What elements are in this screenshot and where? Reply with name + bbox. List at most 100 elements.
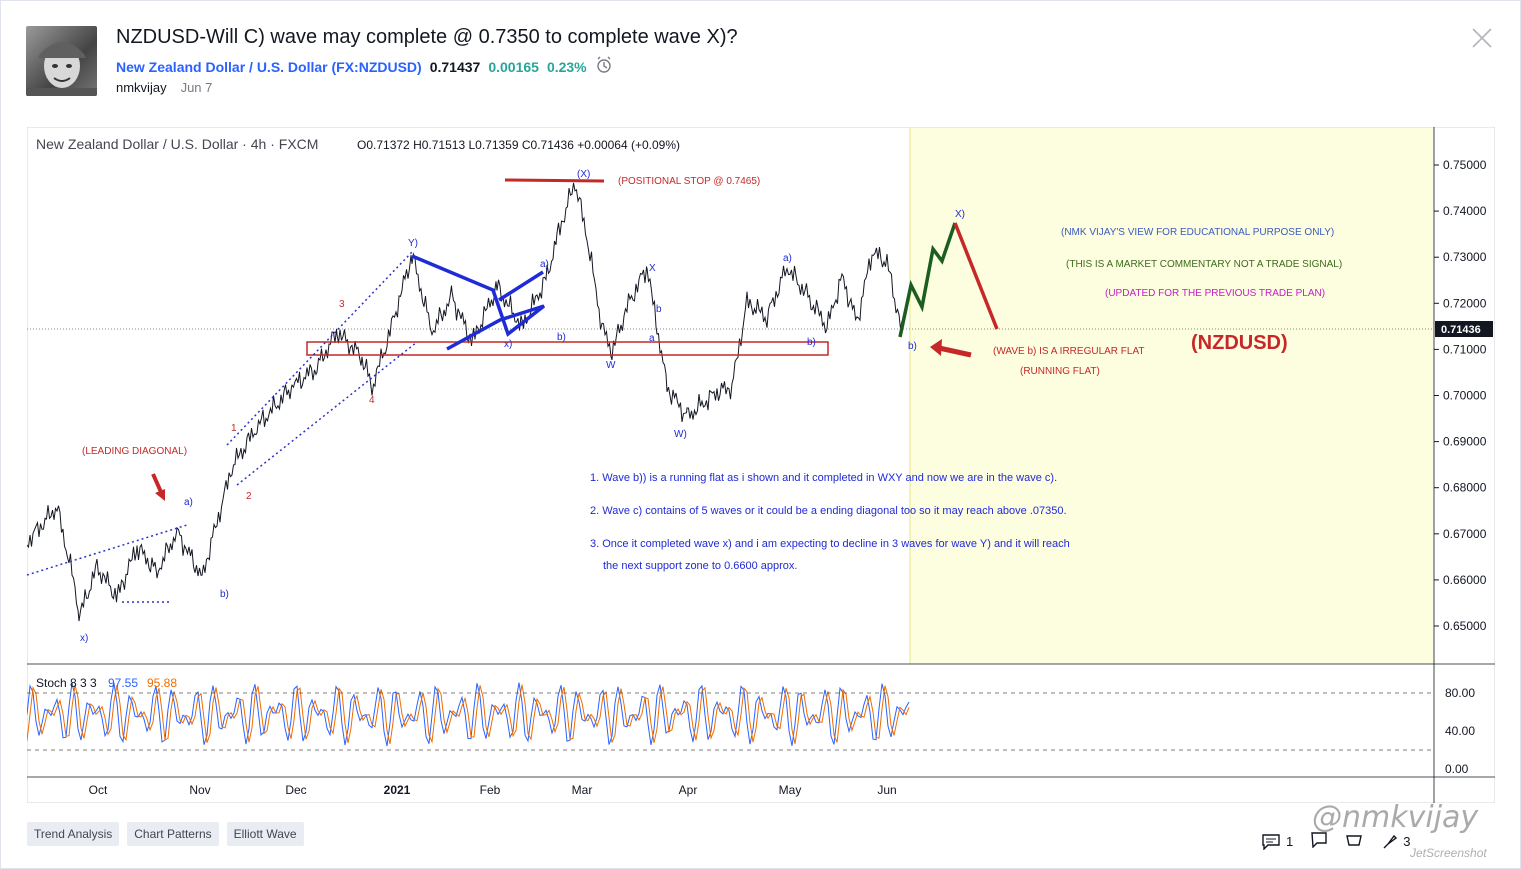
price-tick-label: 0.73000 <box>1443 250 1487 264</box>
screenshot-tool-watermark: JetScreenshot <box>1410 846 1487 860</box>
wave-label: 2 <box>246 491 252 502</box>
stoch-tick-label: 80.00 <box>1445 686 1475 700</box>
annotation-symbol: (NZDUSD) <box>1191 332 1288 354</box>
wave-label: b) <box>557 332 566 343</box>
wave-label: x) <box>80 633 88 644</box>
chart-symbol-title: New Zealand Dollar / U.S. Dollar · 4h · … <box>36 136 318 152</box>
time-tick-label: Feb <box>480 783 501 797</box>
symbol-link[interactable]: New Zealand Dollar / U.S. Dollar (FX:NZD… <box>116 58 422 75</box>
price-tick-label: 0.71000 <box>1443 342 1487 356</box>
share-icon[interactable] <box>1311 832 1327 851</box>
price-chart[interactable]: New Zealand Dollar / U.S. Dollar · 4h · … <box>26 126 1496 804</box>
wave-label: Y) <box>408 238 418 249</box>
wave-label: x) <box>504 339 512 350</box>
wave-label: a <box>649 333 655 344</box>
tag-trend-analysis[interactable]: Trend Analysis <box>27 822 120 846</box>
author-watermark: @nmkvijay <box>1312 800 1479 835</box>
annotation-note-3b: the next support zone to 0.6600 approx. <box>603 560 797 572</box>
wave-label: b) <box>220 589 229 600</box>
price-tick-label: 0.65000 <box>1443 619 1487 633</box>
wave-label: W <box>606 360 616 371</box>
price-tick-label: 0.75000 <box>1443 158 1487 172</box>
time-tick-label: Nov <box>189 783 210 797</box>
time-tick-label: Mar <box>572 783 593 797</box>
wave-label: b <box>656 304 662 315</box>
stoch-k-value: 97.55 <box>108 676 138 690</box>
close-icon[interactable] <box>1470 26 1494 50</box>
annotation-view-3: (UPDATED FOR THE PREVIOUS TRADE PLAN) <box>1105 288 1325 299</box>
leading-diagonal-arrow-head <box>155 489 165 501</box>
wave-label: X) <box>955 209 965 220</box>
stoch-label: Stoch 8 3 3 <box>36 676 97 690</box>
wave-label: a) <box>540 259 549 270</box>
author-avatar[interactable] <box>26 26 97 96</box>
symbol-change: 0.00165 <box>488 58 539 75</box>
triangle-leg[interactable] <box>498 270 544 302</box>
annotation-view-2: (THIS IS A MARKET COMMENTARY NOT A TRADE… <box>1066 259 1342 270</box>
time-tick-label: Apr <box>679 783 698 797</box>
tag-list: Trend Analysis Chart Patterns Elliott Wa… <box>27 822 304 846</box>
annotation-positional-stop: (POSITIONAL STOP @ 0.7465) <box>618 176 760 187</box>
price-tick-label: 0.69000 <box>1443 435 1487 449</box>
wave-b-arrow <box>938 345 972 358</box>
wave-label: a) <box>184 497 193 508</box>
channel-lower-line <box>236 341 418 486</box>
time-tick-label: May <box>779 783 802 797</box>
time-tick-label: 2021 <box>384 783 411 797</box>
annotation-view-1: (NMK VIJAY'S VIEW FOR EDUCATIONAL PURPOS… <box>1061 227 1334 238</box>
annotation-note-3: 3. Once it completed wave x) and i am ex… <box>590 538 1070 550</box>
post-title: NZDUSD-Will C) wave may complete @ 0.735… <box>116 26 738 48</box>
symbol-change-pct: 0.23% <box>546 58 587 75</box>
time-tick-label: Oct <box>89 783 108 797</box>
price-tick-label: 0.68000 <box>1443 481 1487 495</box>
symbol-line: New Zealand Dollar / U.S. Dollar (FX:NZD… <box>116 56 613 77</box>
wave-label: b) <box>807 337 816 348</box>
comment-icon <box>1262 833 1280 850</box>
price-tick-label: 0.67000 <box>1443 527 1487 541</box>
stoch-tick-label: 40.00 <box>1445 724 1475 738</box>
annotation-note-1: 1. Wave b)) is a running flat as i shown… <box>590 472 1057 484</box>
stoch-d-line <box>26 684 910 745</box>
tag-chart-patterns[interactable]: Chart Patterns <box>127 822 219 846</box>
forecast-up-path[interactable] <box>898 222 957 338</box>
comments-counter[interactable]: 1 <box>1262 833 1293 850</box>
triangle-pattern[interactable] <box>411 254 546 351</box>
post-meta: nmkvijay Jun 7 <box>116 80 212 95</box>
price-tick-label: 0.66000 <box>1443 573 1487 587</box>
time-tick-label: Jun <box>877 783 896 797</box>
post-stats: 1 3 <box>1262 832 1410 851</box>
ohlc-readout: O0.71372 H0.71513 L0.71359 C0.71436 +0.0… <box>357 138 680 152</box>
support-zone-box[interactable] <box>306 341 829 356</box>
last-price-badge <box>1435 321 1493 337</box>
chart-container[interactable]: New Zealand Dollar / U.S. Dollar · 4h · … <box>26 126 1496 804</box>
alarm-clock-icon[interactable] <box>595 56 613 77</box>
annotation-note-2: 2. Wave c) contains of 5 waves or it cou… <box>590 505 1067 517</box>
symbol-price: 0.71437 <box>429 58 481 75</box>
wave-label: X <box>649 263 656 274</box>
wave-label: 4 <box>369 395 375 406</box>
bookmark-icon[interactable] <box>1345 832 1363 851</box>
last-price-label: 0.71436 <box>1441 324 1481 336</box>
leading-diagonal-arrow <box>151 473 163 493</box>
annotation-wave-b-2: (RUNNING FLAT) <box>1020 366 1100 377</box>
stoch-d-value: 95.88 <box>147 676 177 690</box>
forecast-down-path[interactable] <box>953 222 999 330</box>
price-series-line[interactable] <box>26 182 903 622</box>
author-name[interactable]: nmkvijay <box>116 80 167 95</box>
rocket-icon <box>1383 834 1398 848</box>
boost-counter[interactable]: 3 <box>1381 833 1410 851</box>
tag-elliott-wave[interactable]: Elliott Wave <box>226 822 304 846</box>
annotation-wave-b-1: (WAVE b) IS A IRREGULAR FLAT <box>993 346 1145 357</box>
wave-label: (X) <box>577 169 590 180</box>
price-tick-label: 0.72000 <box>1443 296 1487 310</box>
wave-label: a) <box>783 253 792 264</box>
forecast-highlight-zone <box>910 128 1434 664</box>
positional-stop-line[interactable] <box>504 178 605 183</box>
price-tick-label: 0.70000 <box>1443 389 1487 403</box>
wave-b-arrow-head <box>930 339 942 356</box>
wave-label: 1 <box>231 423 237 434</box>
wave-label: 3 <box>339 299 345 310</box>
wave-label: W) <box>674 429 687 440</box>
stoch-k-line <box>26 682 910 747</box>
post-date: Jun 7 <box>180 80 213 95</box>
